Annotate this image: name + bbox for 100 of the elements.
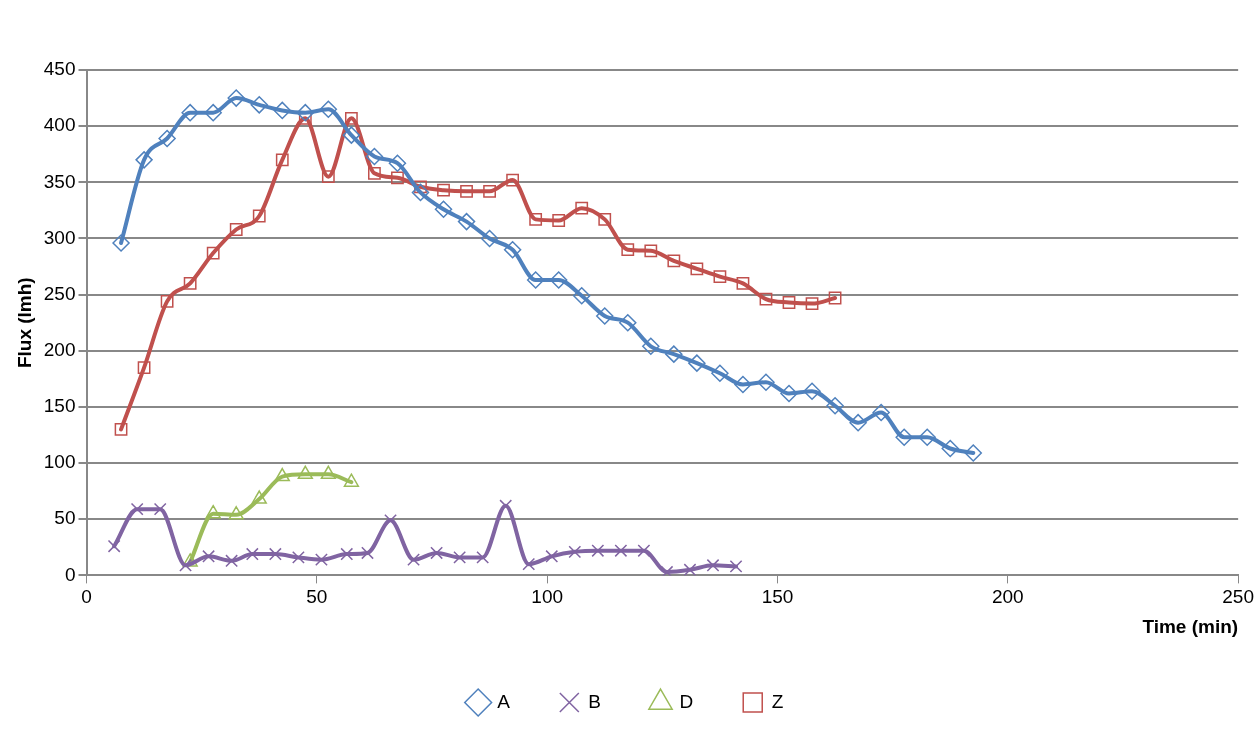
point — [568, 545, 582, 559]
point — [460, 184, 473, 198]
point — [205, 504, 221, 519]
point — [782, 296, 796, 309]
point — [273, 101, 292, 120]
point — [736, 276, 750, 290]
point — [204, 103, 222, 122]
point — [368, 166, 381, 180]
x-axis-title: Time (min) — [1142, 615, 1239, 637]
point — [135, 151, 153, 169]
y-tick-label: 250 — [43, 282, 76, 304]
point — [321, 170, 335, 184]
point — [275, 153, 289, 167]
x-tick-label: 50 — [306, 586, 328, 608]
point — [575, 201, 589, 215]
point — [437, 183, 450, 197]
y-axis-title: Flux (lmh) — [13, 277, 35, 369]
point — [112, 234, 130, 252]
point — [268, 547, 282, 561]
point — [637, 544, 651, 558]
point — [683, 563, 697, 576]
point — [895, 428, 913, 447]
point — [388, 154, 407, 172]
point — [297, 465, 313, 480]
point — [688, 354, 706, 372]
point — [361, 546, 374, 560]
point — [245, 547, 259, 561]
point — [229, 223, 243, 236]
point — [183, 276, 197, 290]
point — [849, 413, 867, 432]
point — [729, 560, 743, 573]
y-tick-label: 300 — [43, 226, 76, 248]
point — [179, 558, 192, 572]
point — [529, 212, 543, 226]
x-tick-label: 150 — [761, 586, 794, 608]
point — [182, 553, 198, 567]
legend-label: B — [588, 690, 602, 712]
point — [918, 428, 936, 447]
point — [343, 473, 360, 487]
point — [160, 294, 174, 308]
point — [690, 262, 704, 276]
y-tick-label: 0 — [64, 563, 76, 585]
point — [757, 373, 775, 391]
point — [296, 103, 315, 122]
point — [430, 546, 444, 560]
point — [206, 246, 220, 260]
point — [572, 287, 591, 305]
point — [506, 173, 520, 187]
point — [227, 89, 245, 107]
point — [315, 553, 328, 567]
point — [250, 96, 268, 114]
x-tick-label: 200 — [991, 586, 1024, 608]
point — [319, 100, 338, 119]
point — [598, 212, 612, 226]
point — [453, 551, 467, 564]
y-tick-label: 200 — [43, 339, 76, 361]
point — [642, 337, 660, 356]
point — [391, 171, 404, 185]
point — [158, 129, 176, 148]
point — [342, 126, 361, 144]
point — [202, 549, 215, 563]
point — [153, 502, 167, 516]
point — [225, 554, 239, 568]
point — [619, 313, 637, 332]
point — [292, 551, 305, 564]
point — [480, 229, 499, 248]
point — [805, 297, 819, 311]
point — [320, 465, 337, 480]
point — [872, 403, 890, 422]
point — [365, 147, 384, 166]
point — [706, 558, 720, 572]
legend-label: Z — [771, 690, 784, 712]
legend-label: D — [679, 690, 694, 712]
point — [660, 565, 674, 576]
point — [667, 254, 681, 268]
x-tick-label: 250 — [1222, 586, 1254, 608]
point — [780, 384, 798, 403]
point — [545, 549, 559, 563]
point — [552, 214, 566, 227]
point — [344, 111, 358, 125]
point — [665, 345, 683, 363]
point — [137, 361, 151, 375]
point — [340, 547, 354, 561]
y-tick-label: 450 — [43, 58, 76, 80]
y-tick-label: 350 — [43, 170, 76, 192]
point — [181, 103, 199, 122]
point — [476, 551, 490, 564]
point — [826, 397, 844, 415]
point — [107, 539, 121, 553]
point — [503, 240, 522, 259]
point — [828, 291, 842, 305]
point — [228, 506, 244, 520]
point — [713, 270, 727, 284]
x-tick-label: 0 — [81, 586, 92, 608]
legend-label: A — [497, 690, 511, 712]
point — [407, 553, 420, 567]
point — [526, 271, 545, 289]
y-tick-label: 100 — [43, 451, 76, 473]
point — [549, 271, 568, 289]
point — [711, 364, 729, 382]
